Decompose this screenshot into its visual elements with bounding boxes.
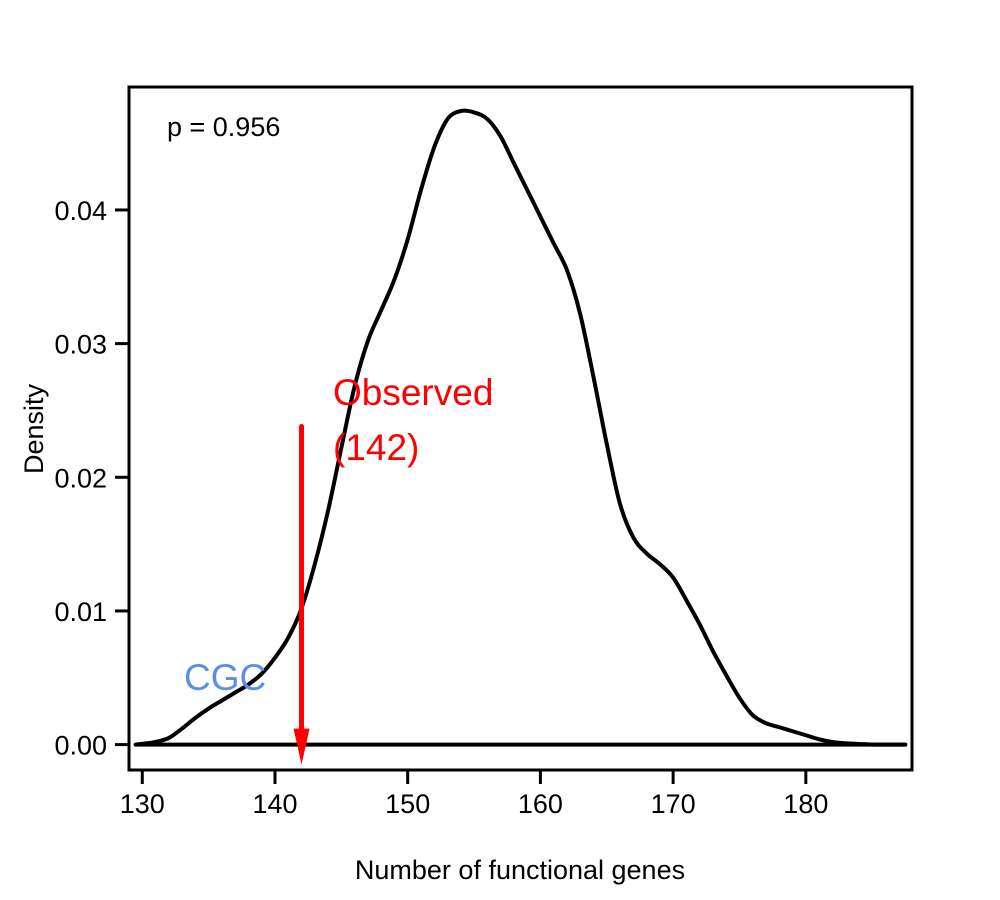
p-value-annotation: p = 0.956 (167, 112, 280, 142)
y-tick-label: 0.02 (54, 463, 107, 493)
x-tick-label: 140 (252, 789, 297, 819)
x-tick-label: 150 (385, 789, 430, 819)
y-axis-title: Density (19, 383, 49, 474)
observed-label-line2: (142) (333, 427, 419, 468)
y-tick-label: 0.01 (54, 597, 107, 627)
cgc-label: CGC (184, 657, 266, 698)
density-curve (133, 108, 908, 747)
observed-label-line1: Observed (333, 372, 493, 413)
x-axis: 130 140 150 160 170 180 (120, 770, 828, 819)
y-tick-label: 0.03 (54, 330, 107, 360)
x-tick-label: 160 (518, 789, 563, 819)
x-tick-label: 130 (120, 789, 165, 819)
y-axis: 0.00 0.01 0.02 0.03 0.04 (54, 196, 129, 761)
plot-area (133, 108, 908, 765)
x-tick-label: 170 (651, 789, 696, 819)
plot-frame (127, 85, 914, 772)
y-tick-label: 0.04 (54, 196, 107, 226)
y-tick-label: 0.00 (54, 731, 107, 761)
x-tick-label: 180 (783, 789, 828, 819)
x-axis-title: Number of functional genes (355, 855, 685, 885)
observed-arrow-head (293, 728, 310, 765)
